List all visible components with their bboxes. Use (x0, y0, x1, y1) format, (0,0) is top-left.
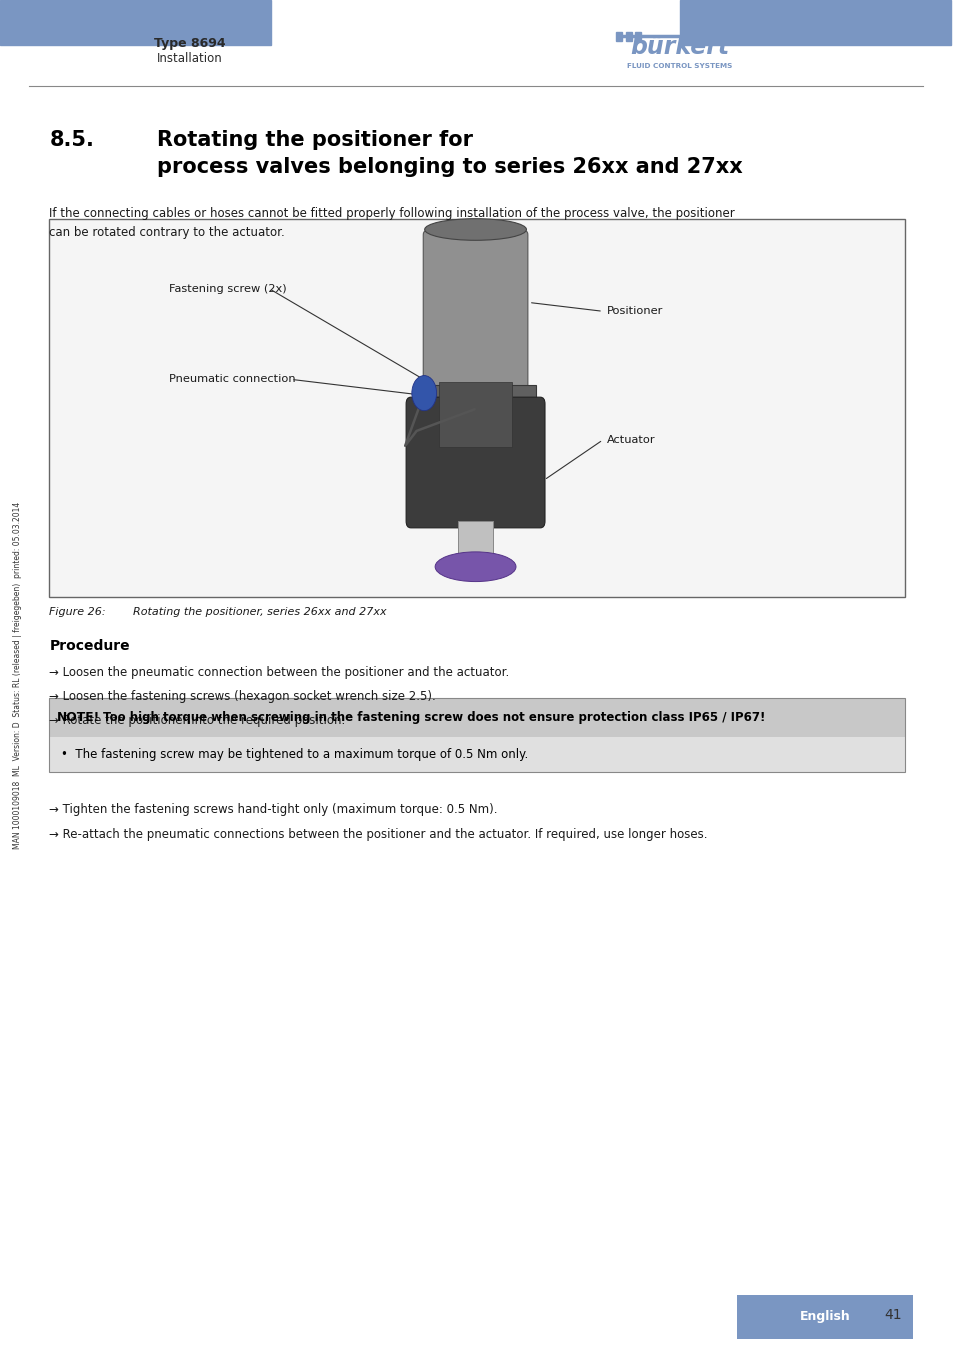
Bar (50, 698, 904, 772)
Text: MAN 1000109018  ML  Version: D  Status: RL (released | freigegeben)  printed: 05: MAN 1000109018 ML Version: D Status: RL … (12, 501, 22, 849)
Bar (679, 0, 950, 45)
Text: bürkert: bürkert (630, 35, 729, 58)
Bar (635, 31, 640, 40)
Text: → Loosen the fastening screws (hexagon socket wrench size 2.5).: → Loosen the fastening screws (hexagon s… (50, 690, 436, 703)
Bar (625, 31, 631, 40)
FancyBboxPatch shape (423, 231, 527, 389)
Text: Pneumatic connection: Pneumatic connection (169, 374, 295, 385)
Text: Too high torque when screwing in the fastening screw does not ensure protection : Too high torque when screwing in the fas… (103, 710, 764, 724)
Text: Type 8694: Type 8694 (154, 38, 226, 50)
Bar (458, 521, 492, 572)
Text: 41: 41 (883, 1308, 901, 1322)
Bar (50, 698, 904, 737)
Ellipse shape (435, 552, 516, 582)
Text: Figure 26:: Figure 26: (50, 608, 106, 617)
Text: FLUID CONTROL SYSTEMS: FLUID CONTROL SYSTEMS (627, 63, 732, 69)
Ellipse shape (424, 219, 526, 240)
Text: process valves belonging to series 26xx and 27xx: process valves belonging to series 26xx … (157, 158, 741, 177)
Text: If the connecting cables or hoses cannot be fitted properly following installati: If the connecting cables or hoses cannot… (50, 207, 735, 239)
Text: NOTE!: NOTE! (57, 710, 100, 724)
Text: → Rotate the positioner into the required position.: → Rotate the positioner into the require… (50, 714, 345, 728)
Text: 8.5.: 8.5. (50, 131, 94, 150)
Text: → Re-attach the pneumatic connections between the positioner and the actuator. I: → Re-attach the pneumatic connections be… (50, 828, 707, 841)
Bar (50, 737, 904, 772)
Bar (0, 0, 271, 45)
Text: Rotating the positioner for: Rotating the positioner for (157, 131, 473, 150)
Text: Procedure: Procedure (50, 639, 130, 652)
Text: → Loosen the pneumatic connection between the positioner and the actuator.: → Loosen the pneumatic connection betwee… (50, 666, 509, 679)
Text: Installation: Installation (157, 51, 223, 65)
Bar (616, 31, 621, 40)
Bar (737, 1295, 912, 1339)
Text: Actuator: Actuator (606, 435, 655, 446)
Bar (50, 219, 904, 597)
Circle shape (412, 375, 436, 410)
Bar (415, 385, 536, 404)
Text: •  The fastening screw may be tightened to a maximum torque of 0.5 Nm only.: • The fastening screw may be tightened t… (61, 748, 528, 761)
Text: English: English (800, 1310, 850, 1323)
Text: Positioner: Positioner (606, 306, 662, 316)
Text: Rotating the positioner, series 26xx and 27xx: Rotating the positioner, series 26xx and… (133, 608, 386, 617)
Bar (439, 382, 511, 447)
Text: → Tighten the fastening screws hand-tight only (maximum torque: 0.5 Nm).: → Tighten the fastening screws hand-tigh… (50, 803, 497, 817)
Text: Fastening screw (2x): Fastening screw (2x) (169, 284, 287, 294)
FancyBboxPatch shape (406, 397, 544, 528)
